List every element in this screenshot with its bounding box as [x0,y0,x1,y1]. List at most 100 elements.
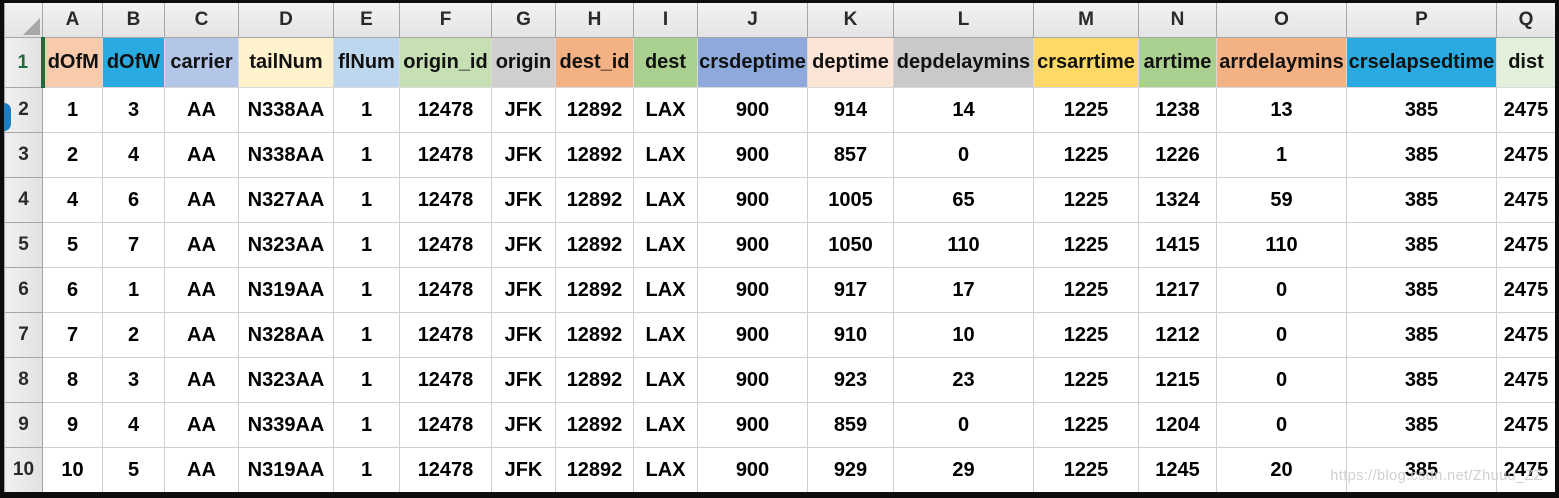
field-header-crsarrtime[interactable]: crsarrtime [1033,37,1139,88]
cell-f3[interactable]: 12478 [399,132,492,178]
cell-d3[interactable]: N338AA [238,132,334,178]
cell-g7[interactable]: JFK [491,312,556,358]
cell-h3[interactable]: 12892 [555,132,634,178]
cell-n10[interactable]: 1245 [1138,447,1217,492]
cell-f10[interactable]: 12478 [399,447,492,492]
cell-a2[interactable]: 1 [42,87,103,133]
cell-f5[interactable]: 12478 [399,222,492,268]
field-header-origin_id[interactable]: origin_id [399,37,492,88]
cell-b8[interactable]: 3 [102,357,165,403]
cell-e5[interactable]: 1 [333,222,400,268]
cell-c2[interactable]: AA [164,87,239,133]
cell-c10[interactable]: AA [164,447,239,492]
cell-j10[interactable]: 900 [697,447,808,492]
cell-g9[interactable]: JFK [491,402,556,448]
cell-i10[interactable]: LAX [633,447,698,492]
cell-n8[interactable]: 1215 [1138,357,1217,403]
cell-g6[interactable]: JFK [491,267,556,313]
cell-a3[interactable]: 2 [42,132,103,178]
cell-m3[interactable]: 1225 [1033,132,1139,178]
cell-i6[interactable]: LAX [633,267,698,313]
cell-m5[interactable]: 1225 [1033,222,1139,268]
cell-k10[interactable]: 929 [807,447,894,492]
column-header-h[interactable]: H [555,3,634,38]
cell-o10[interactable]: 20 [1216,447,1347,492]
cell-p9[interactable]: 385 [1346,402,1497,448]
cell-o3[interactable]: 1 [1216,132,1347,178]
cell-c4[interactable]: AA [164,177,239,223]
cell-g8[interactable]: JFK [491,357,556,403]
field-header-crsdeptime[interactable]: crsdeptime [697,37,808,88]
cell-a9[interactable]: 9 [42,402,103,448]
cell-b5[interactable]: 7 [102,222,165,268]
cell-f2[interactable]: 12478 [399,87,492,133]
field-header-carrier[interactable]: carrier [164,37,239,88]
cell-k7[interactable]: 910 [807,312,894,358]
cell-m2[interactable]: 1225 [1033,87,1139,133]
cell-q3[interactable]: 2475 [1496,132,1555,178]
cell-e9[interactable]: 1 [333,402,400,448]
cell-i8[interactable]: LAX [633,357,698,403]
cell-j2[interactable]: 900 [697,87,808,133]
cell-o9[interactable]: 0 [1216,402,1347,448]
cell-b9[interactable]: 4 [102,402,165,448]
cell-d10[interactable]: N319AA [238,447,334,492]
row-header-6[interactable]: 6 [4,267,43,313]
cell-i7[interactable]: LAX [633,312,698,358]
cell-p2[interactable]: 385 [1346,87,1497,133]
cell-p3[interactable]: 385 [1346,132,1497,178]
cell-c3[interactable]: AA [164,132,239,178]
cell-b6[interactable]: 1 [102,267,165,313]
cell-j7[interactable]: 900 [697,312,808,358]
cell-f4[interactable]: 12478 [399,177,492,223]
cell-h6[interactable]: 12892 [555,267,634,313]
cell-q4[interactable]: 2475 [1496,177,1555,223]
field-header-deptime[interactable]: deptime [807,37,894,88]
field-header-dist[interactable]: dist [1496,37,1555,88]
cell-f8[interactable]: 12478 [399,357,492,403]
cell-l8[interactable]: 23 [893,357,1034,403]
field-header-dest_id[interactable]: dest_id [555,37,634,88]
column-header-o[interactable]: O [1216,3,1347,38]
cell-h7[interactable]: 12892 [555,312,634,358]
row-header-8[interactable]: 8 [4,357,43,403]
cell-e10[interactable]: 1 [333,447,400,492]
column-header-b[interactable]: B [102,3,165,38]
field-header-tailNum[interactable]: tailNum [238,37,334,88]
cell-p5[interactable]: 385 [1346,222,1497,268]
cell-q8[interactable]: 2475 [1496,357,1555,403]
cell-o4[interactable]: 59 [1216,177,1347,223]
cell-k8[interactable]: 923 [807,357,894,403]
cell-d7[interactable]: N328AA [238,312,334,358]
cell-e7[interactable]: 1 [333,312,400,358]
cell-l5[interactable]: 110 [893,222,1034,268]
column-header-m[interactable]: M [1033,3,1139,38]
cell-l4[interactable]: 65 [893,177,1034,223]
cell-j4[interactable]: 900 [697,177,808,223]
cell-p4[interactable]: 385 [1346,177,1497,223]
column-header-a[interactable]: A [42,3,103,38]
column-header-j[interactable]: J [697,3,808,38]
field-header-flNum[interactable]: flNum [333,37,400,88]
row-header-7[interactable]: 7 [4,312,43,358]
cell-l2[interactable]: 14 [893,87,1034,133]
cell-d9[interactable]: N339AA [238,402,334,448]
cell-n5[interactable]: 1415 [1138,222,1217,268]
cell-n4[interactable]: 1324 [1138,177,1217,223]
select-all-corner[interactable] [4,3,43,38]
cell-i5[interactable]: LAX [633,222,698,268]
field-header-arrdelaymins[interactable]: arrdelaymins [1216,37,1347,88]
field-header-arrtime[interactable]: arrtime [1138,37,1217,88]
cell-e6[interactable]: 1 [333,267,400,313]
column-header-i[interactable]: I [633,3,698,38]
cell-c7[interactable]: AA [164,312,239,358]
cell-m8[interactable]: 1225 [1033,357,1139,403]
cell-o7[interactable]: 0 [1216,312,1347,358]
cell-p7[interactable]: 385 [1346,312,1497,358]
cell-m10[interactable]: 1225 [1033,447,1139,492]
cell-m6[interactable]: 1225 [1033,267,1139,313]
cell-a7[interactable]: 7 [42,312,103,358]
field-header-dest[interactable]: dest [633,37,698,88]
cell-k3[interactable]: 857 [807,132,894,178]
cell-i3[interactable]: LAX [633,132,698,178]
